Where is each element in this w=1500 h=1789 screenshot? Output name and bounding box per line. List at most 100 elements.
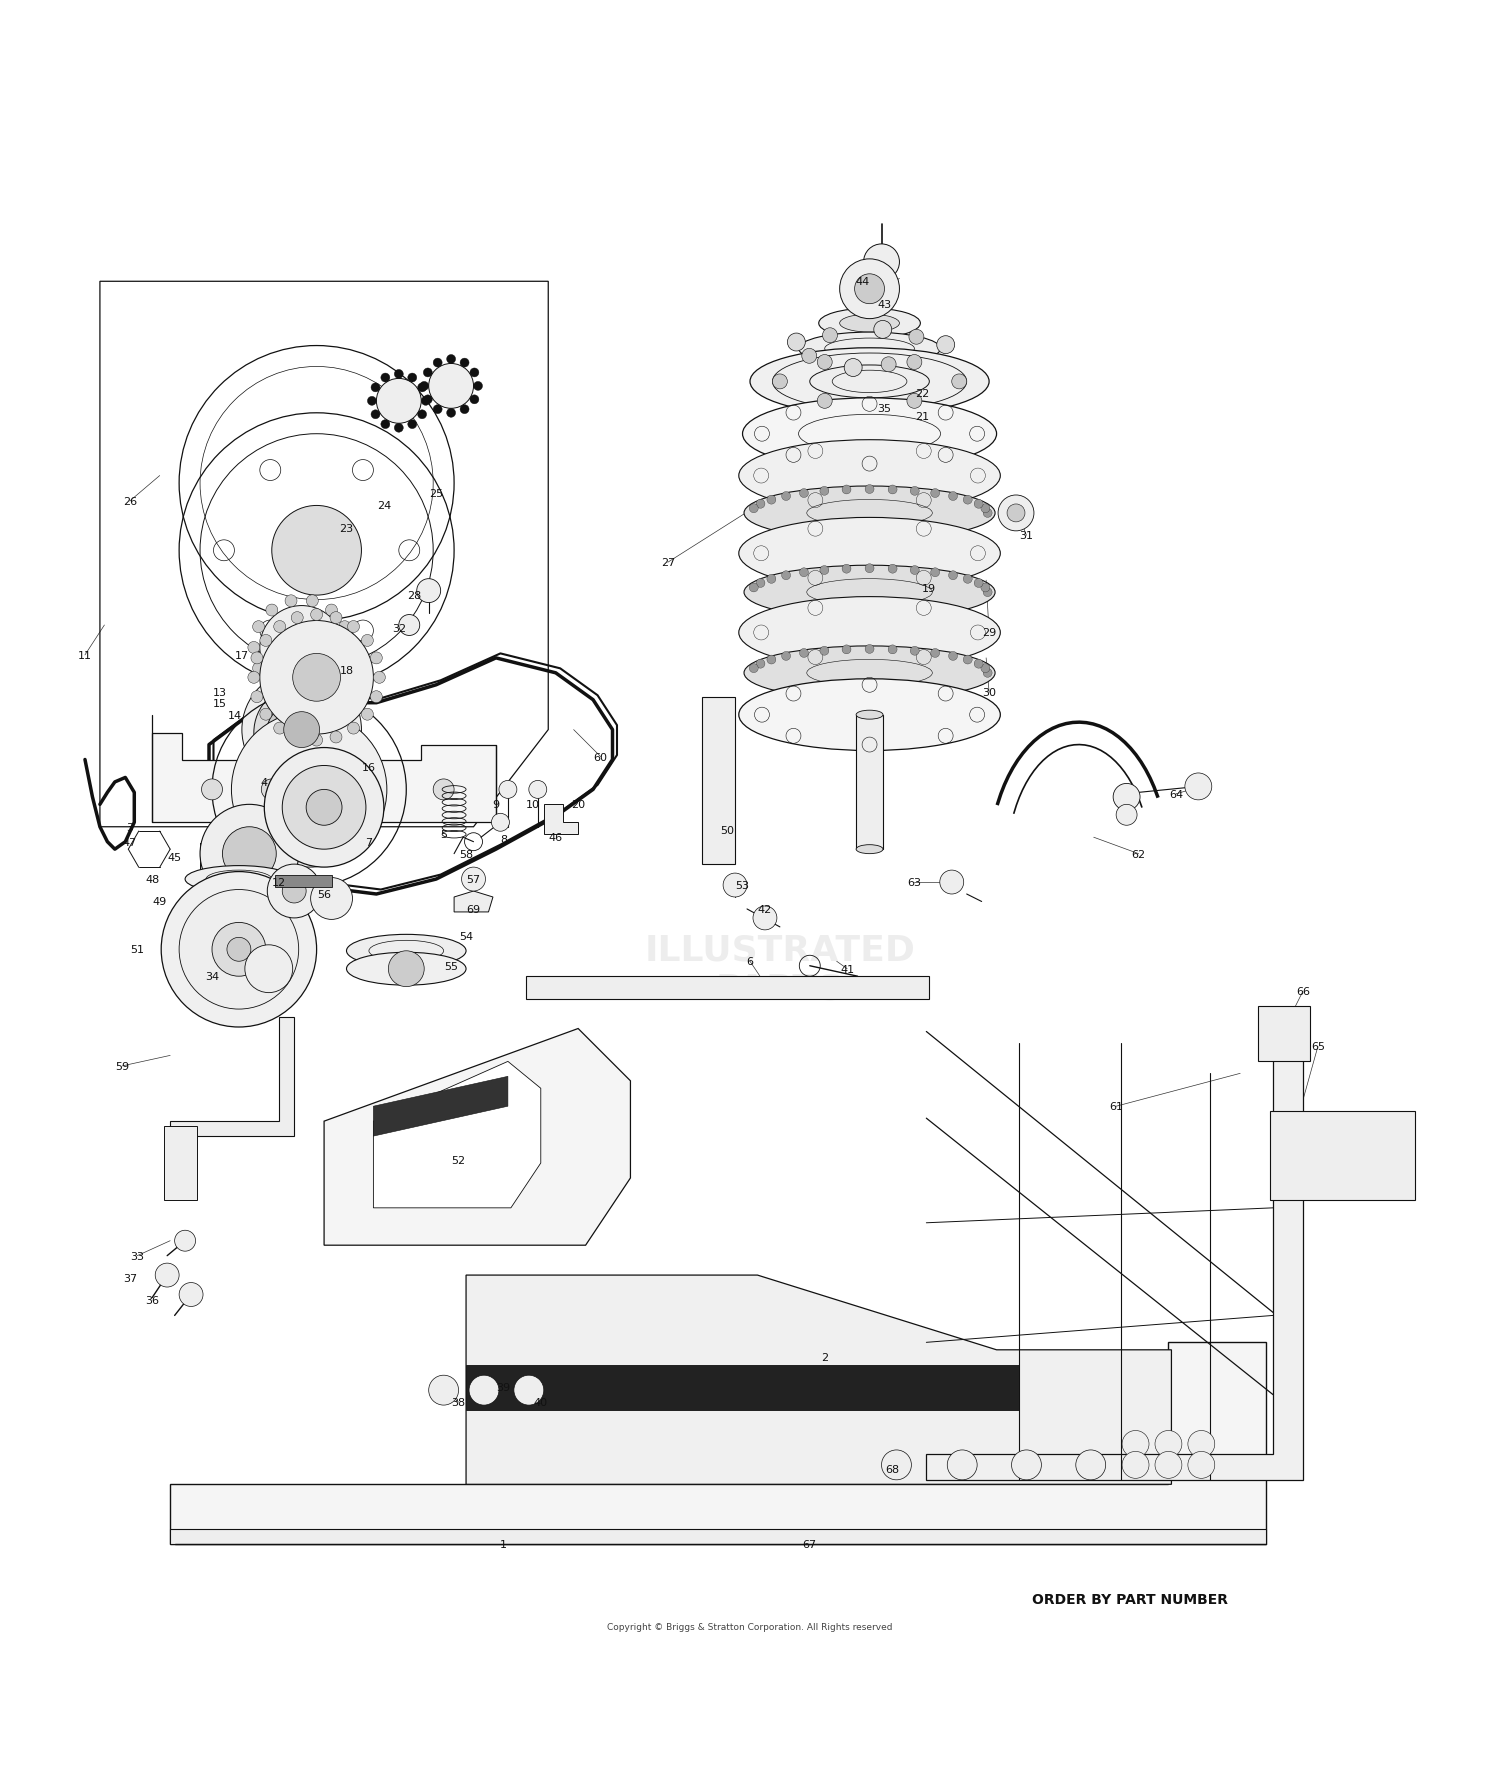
Circle shape [282, 880, 306, 903]
Circle shape [370, 653, 382, 664]
Ellipse shape [744, 646, 994, 699]
Text: 16: 16 [362, 762, 376, 773]
Text: 51: 51 [130, 945, 144, 955]
Circle shape [948, 571, 957, 580]
Circle shape [963, 657, 972, 666]
Text: 68: 68 [885, 1465, 898, 1474]
Text: 6: 6 [747, 957, 753, 966]
Circle shape [981, 504, 990, 513]
Polygon shape [1258, 1007, 1311, 1063]
Circle shape [399, 615, 420, 637]
Circle shape [938, 336, 954, 354]
Text: 17: 17 [236, 651, 249, 660]
Circle shape [284, 712, 320, 748]
Text: 1: 1 [500, 1539, 507, 1549]
Circle shape [160, 871, 316, 1027]
Circle shape [433, 360, 442, 369]
Text: 9: 9 [492, 800, 500, 810]
Text: 22: 22 [915, 390, 928, 399]
Circle shape [370, 691, 382, 703]
Text: 5: 5 [440, 830, 447, 839]
Circle shape [963, 574, 972, 583]
Circle shape [800, 488, 808, 499]
Circle shape [460, 360, 470, 369]
Circle shape [330, 612, 342, 624]
Circle shape [474, 383, 483, 392]
Text: 38: 38 [452, 1397, 465, 1408]
Ellipse shape [740, 519, 1000, 590]
Circle shape [909, 331, 924, 345]
Circle shape [1155, 1431, 1182, 1458]
Circle shape [855, 276, 885, 304]
Text: 54: 54 [459, 932, 472, 941]
Text: 66: 66 [1296, 986, 1310, 996]
Circle shape [417, 383, 426, 392]
Bar [303, 766, 315, 796]
Circle shape [381, 420, 390, 429]
Circle shape [756, 660, 765, 669]
Circle shape [948, 651, 957, 660]
Circle shape [1185, 773, 1212, 800]
Circle shape [226, 937, 251, 962]
Circle shape [276, 757, 342, 823]
Ellipse shape [840, 315, 900, 333]
Circle shape [244, 945, 292, 993]
Circle shape [254, 685, 350, 782]
Circle shape [417, 580, 441, 603]
Ellipse shape [740, 440, 1000, 512]
Circle shape [880, 358, 896, 372]
Circle shape [844, 360, 862, 377]
Circle shape [766, 657, 776, 666]
Circle shape [782, 571, 790, 580]
Ellipse shape [184, 866, 292, 893]
Circle shape [981, 583, 990, 592]
Circle shape [998, 496, 1033, 531]
Text: 67: 67 [802, 1539, 818, 1549]
Text: 19: 19 [922, 583, 936, 594]
Circle shape [772, 374, 788, 390]
Polygon shape [454, 891, 494, 912]
Circle shape [292, 655, 340, 701]
Ellipse shape [810, 365, 930, 399]
Circle shape [888, 485, 897, 496]
Circle shape [981, 664, 990, 673]
Circle shape [381, 374, 390, 383]
Circle shape [882, 1451, 912, 1480]
Text: 62: 62 [1131, 850, 1146, 859]
Text: 27: 27 [660, 558, 675, 567]
Circle shape [260, 621, 374, 735]
Polygon shape [927, 1022, 1304, 1480]
Circle shape [376, 379, 422, 424]
Circle shape [750, 583, 758, 592]
Polygon shape [1270, 1111, 1414, 1200]
Circle shape [374, 673, 386, 683]
Ellipse shape [798, 333, 940, 365]
Circle shape [310, 610, 322, 621]
Text: 32: 32 [392, 624, 406, 633]
Text: 57: 57 [466, 875, 480, 884]
Circle shape [362, 635, 374, 648]
Circle shape [864, 245, 900, 281]
Circle shape [766, 574, 776, 583]
Text: 3: 3 [126, 823, 134, 832]
Circle shape [865, 646, 874, 655]
Text: 39: 39 [496, 1383, 510, 1392]
Circle shape [788, 335, 806, 352]
Circle shape [266, 680, 278, 691]
Text: 34: 34 [206, 971, 219, 982]
Text: 50: 50 [720, 825, 735, 835]
Text: 12: 12 [272, 878, 286, 887]
Circle shape [982, 589, 992, 598]
Circle shape [865, 485, 874, 494]
Circle shape [260, 635, 272, 648]
Circle shape [750, 504, 758, 513]
Circle shape [818, 356, 833, 370]
Text: 14: 14 [228, 710, 242, 721]
Polygon shape [164, 1125, 196, 1200]
Text: 36: 36 [146, 1295, 159, 1306]
Circle shape [822, 329, 837, 343]
Circle shape [930, 569, 939, 578]
Text: 42: 42 [758, 905, 772, 914]
Circle shape [178, 1283, 203, 1306]
Circle shape [470, 1376, 500, 1406]
